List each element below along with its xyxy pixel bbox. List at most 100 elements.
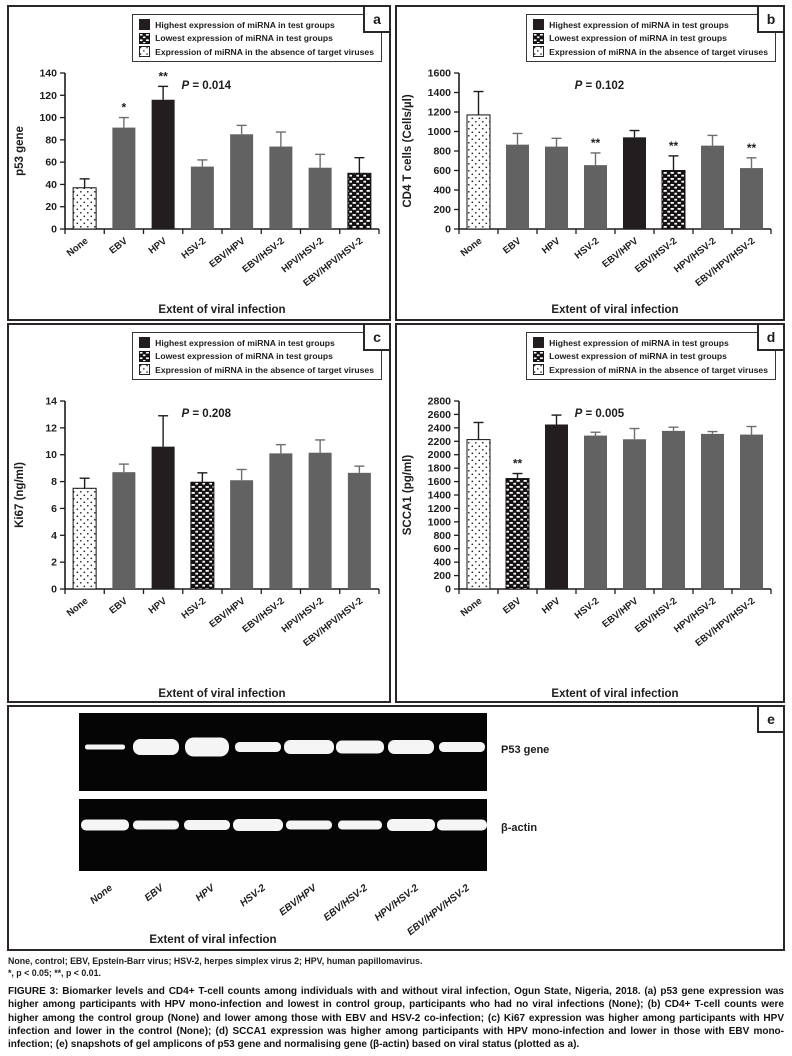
svg-text:P = 0.208: P = 0.208 (182, 408, 232, 420)
svg-text:600: 600 (433, 543, 451, 555)
checker-swatch-icon (139, 32, 151, 44)
panel-b: b Highest expression of miRNA in test gr… (395, 5, 785, 321)
svg-text:p53 gene: p53 gene (14, 126, 26, 176)
panel-letter-b: b (757, 5, 785, 33)
svg-text:**: ** (591, 136, 601, 150)
svg-text:2800: 2800 (428, 396, 452, 408)
svg-text:120: 120 (39, 90, 57, 102)
legend-label: Highest expression of miRNA in test grou… (549, 19, 729, 30)
dotted-swatch-icon (139, 364, 151, 375)
svg-text:CD4 T cells (Cells/µl): CD4 T cells (Cells/µl) (402, 94, 414, 208)
svg-text:P53 gene: P53 gene (501, 744, 549, 756)
svg-text:0: 0 (51, 584, 57, 596)
solid-swatch-icon (533, 19, 545, 30)
svg-text:80: 80 (45, 134, 57, 146)
svg-text:Ki67 (ng/ml): Ki67 (ng/ml) (14, 462, 26, 528)
dotted-swatch-icon (533, 46, 545, 57)
svg-text:1200: 1200 (428, 503, 452, 515)
legend-item-control: Expression of miRNA in the absence of ta… (139, 46, 374, 57)
svg-text:2600: 2600 (428, 409, 452, 421)
svg-text:Extent of viral infection: Extent of viral infection (149, 934, 276, 946)
checker-swatch-icon (533, 350, 545, 362)
legend-label: Highest expression of miRNA in test grou… (549, 337, 729, 348)
legend-item-highest: Highest expression of miRNA in test grou… (533, 19, 768, 30)
svg-text:2: 2 (51, 557, 57, 569)
svg-text:1000: 1000 (428, 516, 452, 528)
svg-text:10: 10 (45, 449, 57, 461)
panel-letter-d: d (757, 323, 785, 351)
svg-text:EBV: EBV (501, 235, 524, 256)
svg-text:**: ** (513, 457, 523, 471)
svg-text:140: 140 (39, 68, 57, 80)
svg-text:60: 60 (45, 157, 57, 169)
legend-label: Lowest expression of miRNA in test group… (549, 33, 727, 43)
svg-text:EBV: EBV (107, 235, 130, 256)
svg-text:β-actin: β-actin (501, 822, 537, 834)
svg-text:0: 0 (445, 584, 451, 596)
legend-item-control: Expression of miRNA in the absence of ta… (533, 364, 768, 375)
panel-d: d Highest expression of miRNA in test gr… (395, 323, 785, 703)
svg-text:HPV: HPV (194, 882, 218, 904)
svg-text:Extent of viral infection: Extent of viral infection (551, 304, 678, 316)
svg-text:**: ** (747, 141, 757, 155)
panel-letter-c: c (363, 323, 391, 351)
chart-legend: Highest expression of miRNA in test grou… (132, 14, 382, 62)
svg-text:200: 200 (433, 204, 451, 216)
dotted-swatch-icon (139, 46, 151, 57)
figure-text: Biomarker levels and CD4+ T-cell counts … (8, 986, 784, 1051)
svg-text:40: 40 (45, 179, 57, 191)
svg-text:1600: 1600 (428, 476, 452, 488)
svg-text:1400: 1400 (428, 490, 452, 502)
legend-item-highest: Highest expression of miRNA in test grou… (139, 337, 374, 348)
legend-label: Highest expression of miRNA in test grou… (155, 19, 335, 30)
svg-text:HSV-2: HSV-2 (238, 882, 268, 909)
svg-text:HPV: HPV (147, 235, 170, 256)
svg-text:4: 4 (51, 530, 57, 542)
figure-label: FIGURE 3: (8, 986, 59, 997)
panel-letter-a: a (363, 5, 391, 33)
svg-text:None: None (65, 236, 91, 259)
legend-label: Lowest expression of miRNA in test group… (549, 351, 727, 361)
legend-label: Highest expression of miRNA in test grou… (155, 337, 335, 348)
legend-item-control: Expression of miRNA in the absence of ta… (533, 46, 768, 57)
svg-text:20: 20 (45, 201, 57, 213)
legend-label: Lowest expression of miRNA in test group… (155, 33, 333, 43)
panel-a: a Highest expression of miRNA in test gr… (7, 5, 391, 321)
svg-text:**: ** (158, 69, 168, 83)
svg-text:12: 12 (45, 422, 57, 434)
panel-c: c Highest expression of miRNA in test gr… (7, 323, 391, 703)
svg-text:2400: 2400 (428, 422, 452, 434)
svg-text:HSV-2: HSV-2 (573, 596, 602, 622)
abbreviations-note: None, control; EBV, Epstein-Barr virus; … (8, 956, 423, 966)
svg-text:EBV/HSV-2: EBV/HSV-2 (633, 596, 679, 636)
legend-item-highest: Highest expression of miRNA in test grou… (533, 337, 768, 348)
svg-text:400: 400 (433, 185, 451, 197)
svg-text:8: 8 (51, 476, 57, 488)
svg-text:HSV-2: HSV-2 (180, 236, 209, 262)
figure-caption-block: None, control; EBV, Epstein-Barr virus; … (8, 956, 784, 1051)
svg-text:1200: 1200 (428, 107, 452, 119)
legend-item-lowest: Lowest expression of miRNA in test group… (533, 32, 768, 44)
svg-text:0: 0 (51, 224, 57, 236)
solid-swatch-icon (533, 337, 545, 348)
svg-text:1400: 1400 (428, 87, 452, 99)
bar-chart-cd4: 0 200 400 600 800 1000 1200 1400 1600 None EBV HPV *… (402, 68, 772, 316)
chart-legend: Highest expression of miRNA in test grou… (526, 14, 776, 62)
legend-item-lowest: Lowest expression of miRNA in test group… (139, 350, 374, 362)
svg-text:EBV: EBV (501, 595, 524, 616)
svg-text:400: 400 (433, 557, 451, 569)
svg-text:P = 0.005: P = 0.005 (575, 408, 625, 420)
svg-text:Extent of viral infection: Extent of viral infection (551, 688, 678, 700)
svg-text:EBV/HSV-2: EBV/HSV-2 (322, 882, 370, 923)
legend-item-lowest: Lowest expression of miRNA in test group… (139, 32, 374, 44)
svg-text:None: None (65, 596, 91, 619)
svg-text:SCCA1 (pg/ml): SCCA1 (pg/ml) (402, 455, 414, 536)
legend-label: Lowest expression of miRNA in test group… (155, 351, 333, 361)
svg-text:EBV/HSV-2: EBV/HSV-2 (240, 596, 286, 636)
svg-text:100: 100 (39, 112, 57, 124)
svg-text:600: 600 (433, 165, 451, 177)
checker-swatch-icon (533, 32, 545, 44)
gel-electrophoresis-image: P53 gene β-actin None EBV HPV HSV-2 EBV/HPV EBV… (79, 713, 549, 946)
